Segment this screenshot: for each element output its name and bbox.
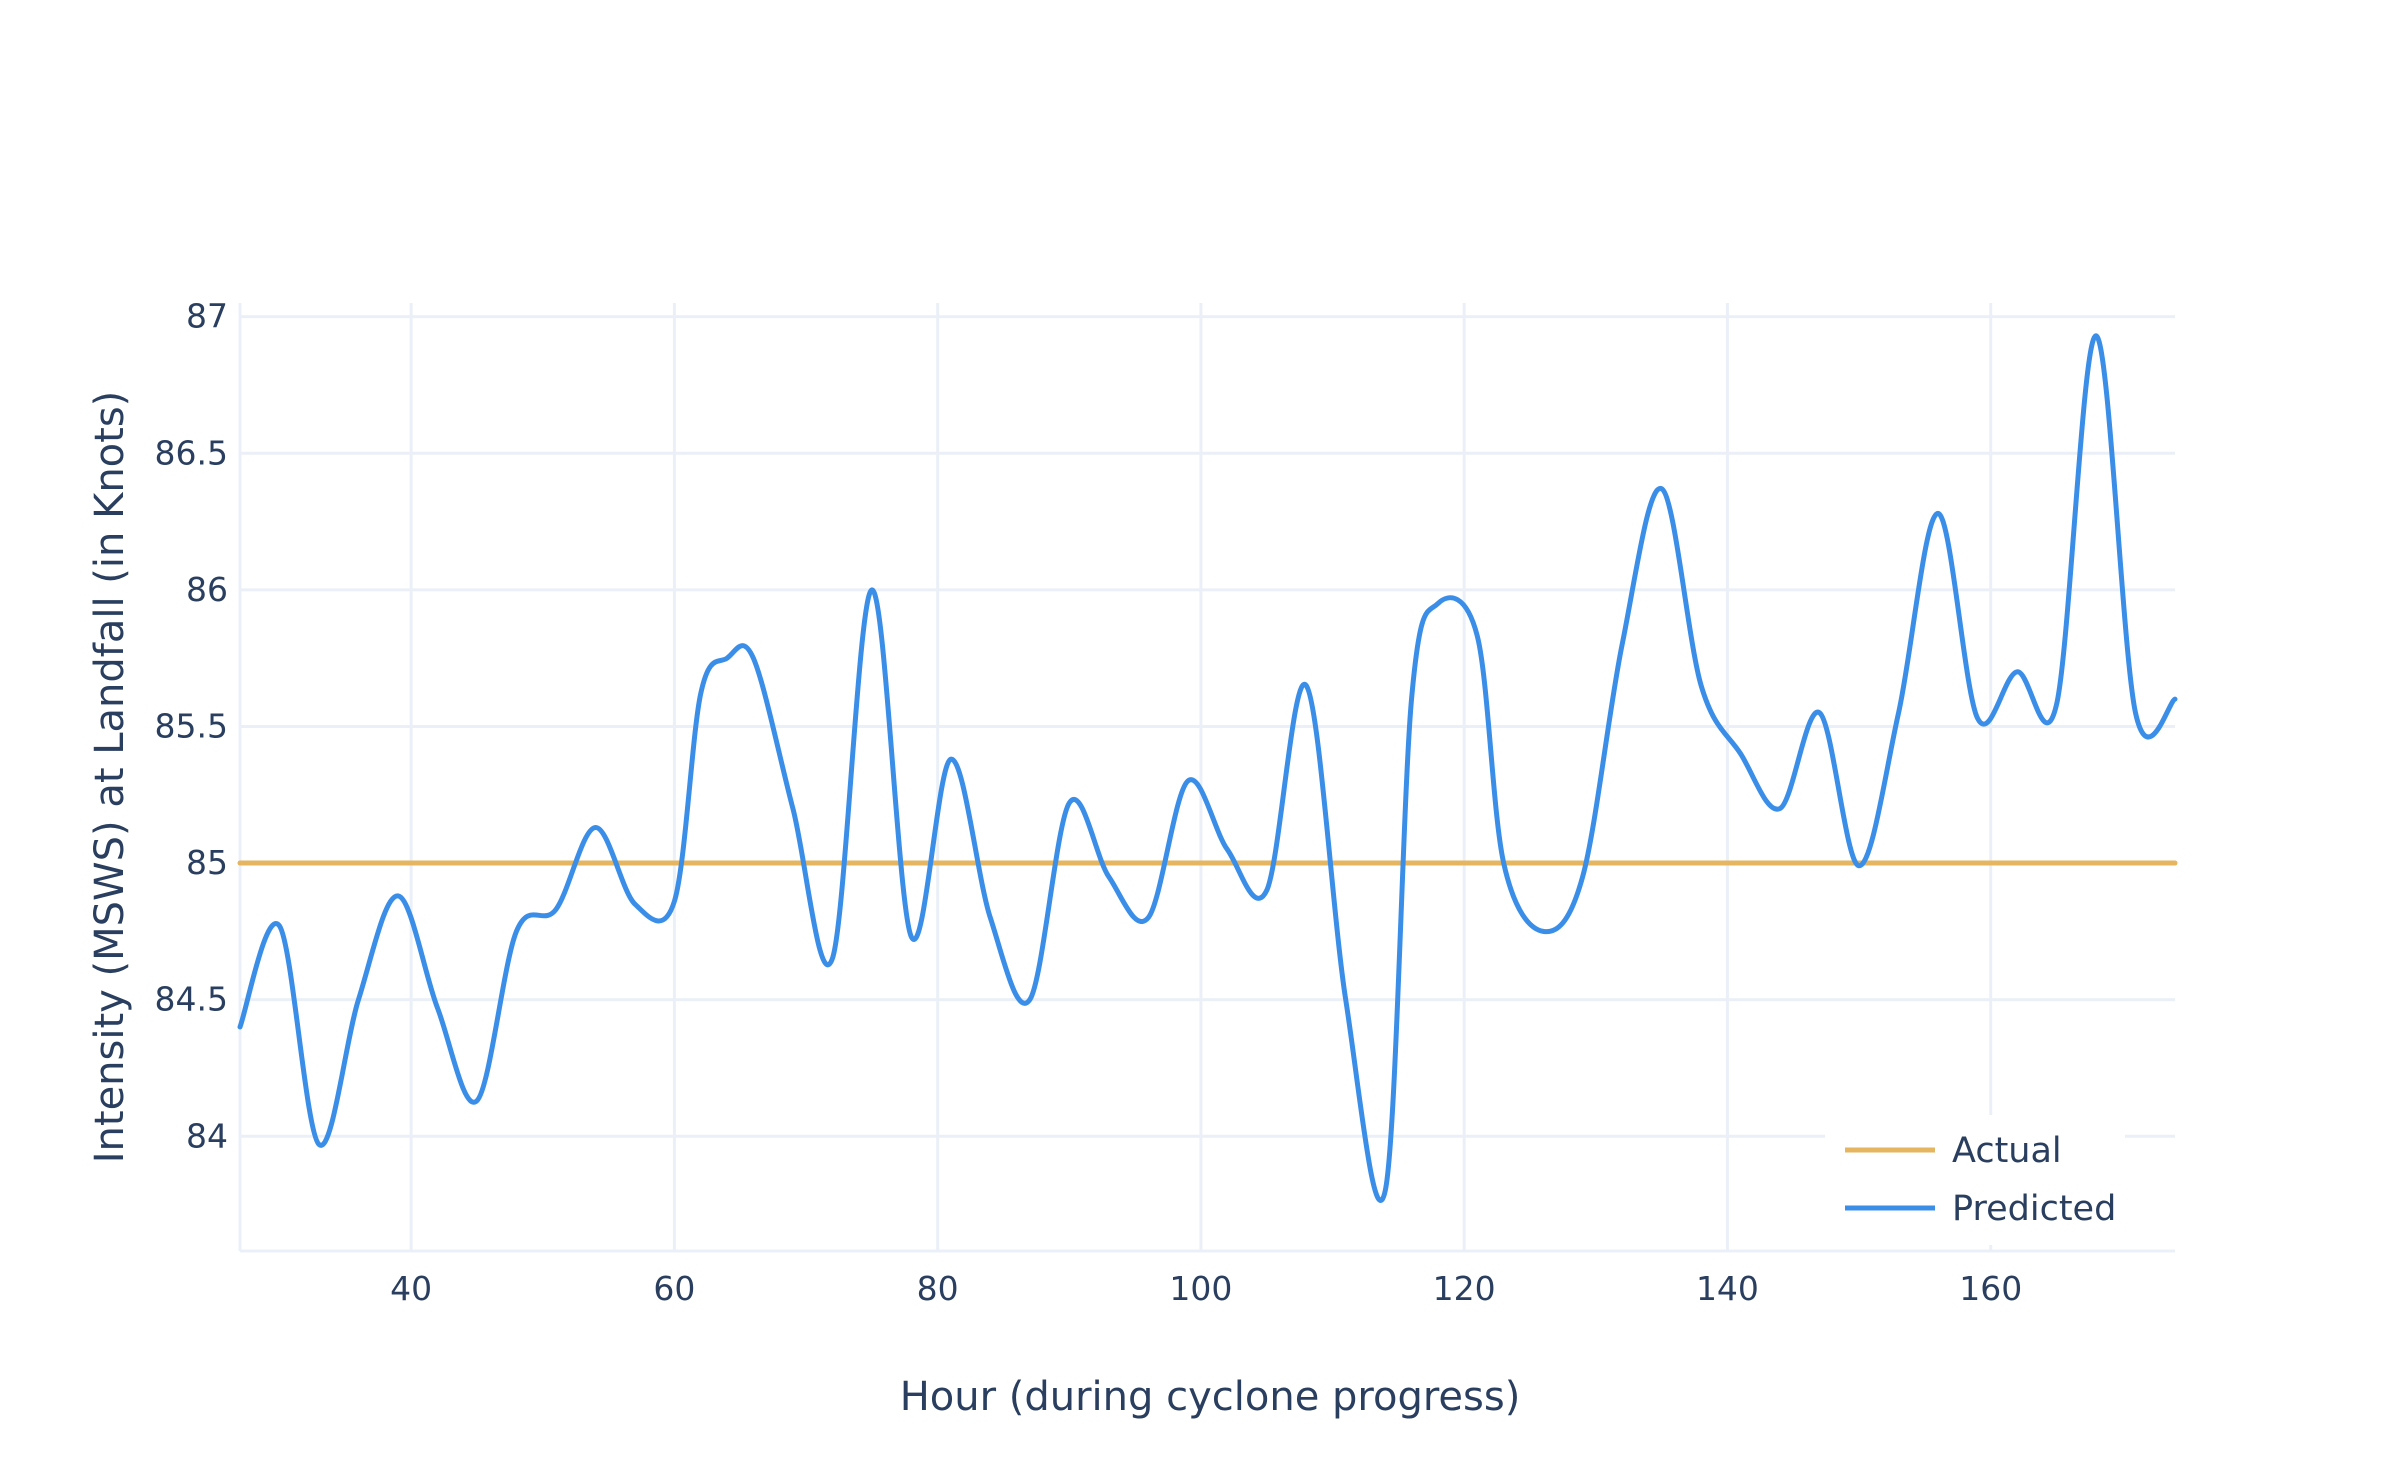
x-tick-label: 140 <box>1696 1269 1759 1308</box>
y-axis-title: Intensity (MSWS) at Landfall (in Knots) <box>87 391 133 1164</box>
y-tick-label: 85 <box>186 843 228 882</box>
x-axis-title: Hour (during cyclone progress) <box>900 1374 1521 1420</box>
x-tick-label: 120 <box>1433 1269 1496 1308</box>
y-tick-label: 84 <box>186 1116 228 1155</box>
x-tick-label: 40 <box>390 1269 432 1308</box>
y-tick-label: 86 <box>186 570 228 609</box>
legend-label: Actual <box>1952 1131 2062 1171</box>
x-tick-label: 60 <box>653 1269 695 1308</box>
y-tick-label: 85.5 <box>155 706 228 745</box>
y-tick-label: 87 <box>186 297 228 336</box>
series-line-predicted <box>237 333 2178 1203</box>
legend-label: Predicted <box>1952 1189 2116 1229</box>
axes <box>238 303 2175 1253</box>
x-tick-label: 160 <box>1959 1269 2022 1308</box>
legend-background <box>1825 1115 2125 1245</box>
series-lines <box>237 333 2178 1203</box>
x-tick-labels: 40 60 80 100 120 140 160 <box>390 1269 2022 1308</box>
plot-background <box>240 303 2175 1251</box>
y-tick-labels: 84 84.5 85 85.5 86 86.5 87 <box>155 297 228 1156</box>
x-tick-label: 100 <box>1169 1269 1232 1308</box>
legend: Actual Predicted <box>1825 1115 2125 1245</box>
x-tick-label: 80 <box>917 1269 959 1308</box>
y-tick-label: 84.5 <box>155 980 228 1019</box>
y-tick-label: 86.5 <box>155 433 228 472</box>
